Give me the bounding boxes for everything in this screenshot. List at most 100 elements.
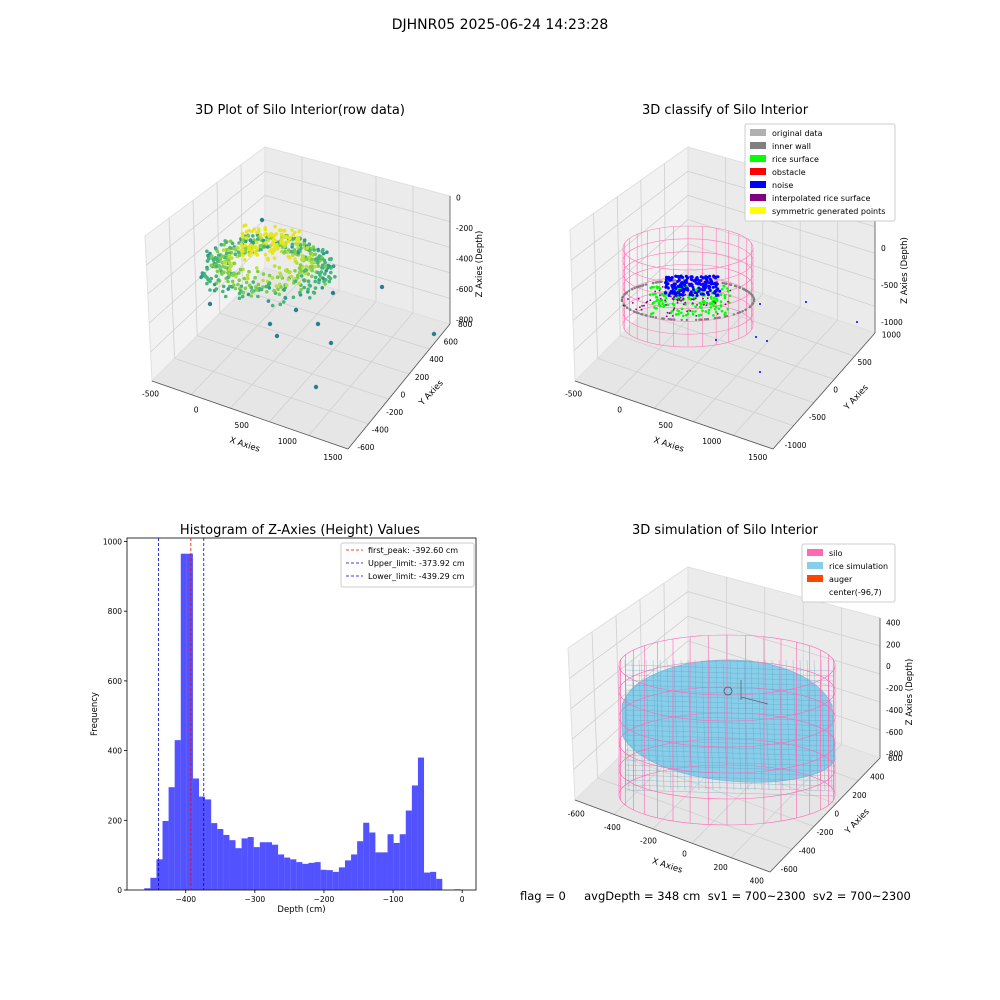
grid-line [687, 591, 881, 647]
raw-point [297, 248, 302, 252]
rice-surface-point [648, 293, 652, 296]
interpolated-point [692, 298, 695, 301]
mesh-line [624, 784, 835, 792]
raw-point [234, 274, 238, 279]
interpolated-point [671, 298, 674, 300]
inner-wall-point [705, 318, 708, 321]
mesh-line [624, 684, 835, 692]
z-tick-label: -200 [886, 684, 903, 693]
raw-point [267, 286, 272, 290]
raw-point [236, 246, 240, 250]
noise-point [673, 282, 677, 286]
raw-point [237, 278, 241, 283]
histogram-bar [399, 834, 406, 890]
outlier-point [259, 217, 265, 223]
mesh-line [785, 659, 791, 791]
raw-point [242, 276, 247, 281]
raw-point [272, 256, 277, 260]
outlier-point [207, 301, 213, 307]
raw-point [302, 238, 307, 242]
histogram-bar [168, 787, 175, 890]
grid-line [570, 170, 689, 261]
rice-surface-point [712, 304, 715, 307]
grid-line [597, 777, 793, 850]
y-tick-label: -200 [386, 408, 403, 417]
mesh-line [645, 659, 651, 791]
y-tick-label: 500 [858, 358, 873, 367]
raw-point [240, 249, 245, 254]
inner-wall-point [667, 317, 670, 321]
mesh-line [624, 719, 835, 727]
x-tick-label: -500 [565, 390, 582, 399]
y-tick-label: 800 [458, 320, 473, 329]
noise-point [681, 275, 685, 279]
raw-point [286, 254, 291, 259]
noise-point [856, 321, 858, 323]
interpolated-point [665, 315, 668, 318]
raw-point [316, 270, 320, 275]
inner-wall-point [729, 283, 733, 286]
noise-point [676, 291, 680, 295]
legend-entry: interpolated rice surface [772, 194, 870, 203]
legend-swatch [750, 194, 766, 201]
rice-surface-point [714, 305, 718, 309]
interpolated-point [682, 303, 685, 306]
mesh-line [631, 659, 637, 791]
mesh-line [813, 659, 819, 791]
inner-wall-point [670, 318, 673, 321]
noise-point [683, 280, 687, 284]
z-tick-label: -400 [456, 254, 473, 263]
histogram-bar [344, 860, 352, 890]
noise-point [666, 276, 670, 280]
raw-point [320, 266, 325, 270]
raw-point [246, 292, 251, 297]
histogram-bar [247, 837, 254, 890]
rice-surface-point [682, 314, 685, 318]
raw-point [232, 261, 237, 266]
x-tick-label: 0 [682, 850, 687, 859]
mesh-line [624, 669, 835, 677]
raw-point [333, 275, 337, 279]
z-axis-label: Z Axies (Depth) [900, 237, 910, 304]
legend-entry: first_peak: -392.60 cm [368, 546, 458, 555]
grid-line [190, 278, 303, 395]
raw-point [272, 233, 277, 238]
raw-point [251, 280, 256, 284]
interpolated-point [673, 307, 676, 310]
histogram-bar [278, 854, 285, 890]
rice-surface-point [720, 287, 724, 291]
mesh-line [624, 774, 835, 782]
grid-line [687, 219, 876, 281]
y-tick-label: 200 [415, 373, 430, 382]
raw-point [313, 279, 318, 284]
raw-point [289, 274, 294, 279]
raw-point [253, 251, 258, 255]
rice-surface-point [722, 284, 725, 288]
outlier-point [313, 384, 319, 390]
raw-point [237, 271, 241, 275]
rice-surface-point [655, 307, 658, 310]
mesh-line [806, 659, 812, 791]
raw-point [232, 283, 236, 287]
raw-point [282, 300, 286, 304]
raw-point [258, 233, 263, 237]
rice-surface-point [680, 307, 684, 311]
interpolated-point [680, 299, 683, 302]
raw-point [265, 290, 269, 294]
auger-axis [740, 696, 769, 705]
inner-wall-point [749, 305, 752, 308]
raw-point [202, 272, 207, 276]
noise-point [666, 282, 670, 286]
x-axis-label: X Axies [652, 435, 685, 454]
histogram-bar [186, 553, 193, 890]
raw-point [272, 288, 276, 293]
raw-point [295, 261, 299, 265]
y-tick-label: -600 [781, 865, 798, 874]
interpolated-point [668, 312, 671, 315]
raw-point [254, 230, 259, 235]
raw-point [251, 245, 256, 250]
rice-surface-point [677, 312, 680, 316]
raw-point [236, 250, 241, 254]
raw-point [282, 229, 286, 233]
grid-line [264, 195, 451, 248]
